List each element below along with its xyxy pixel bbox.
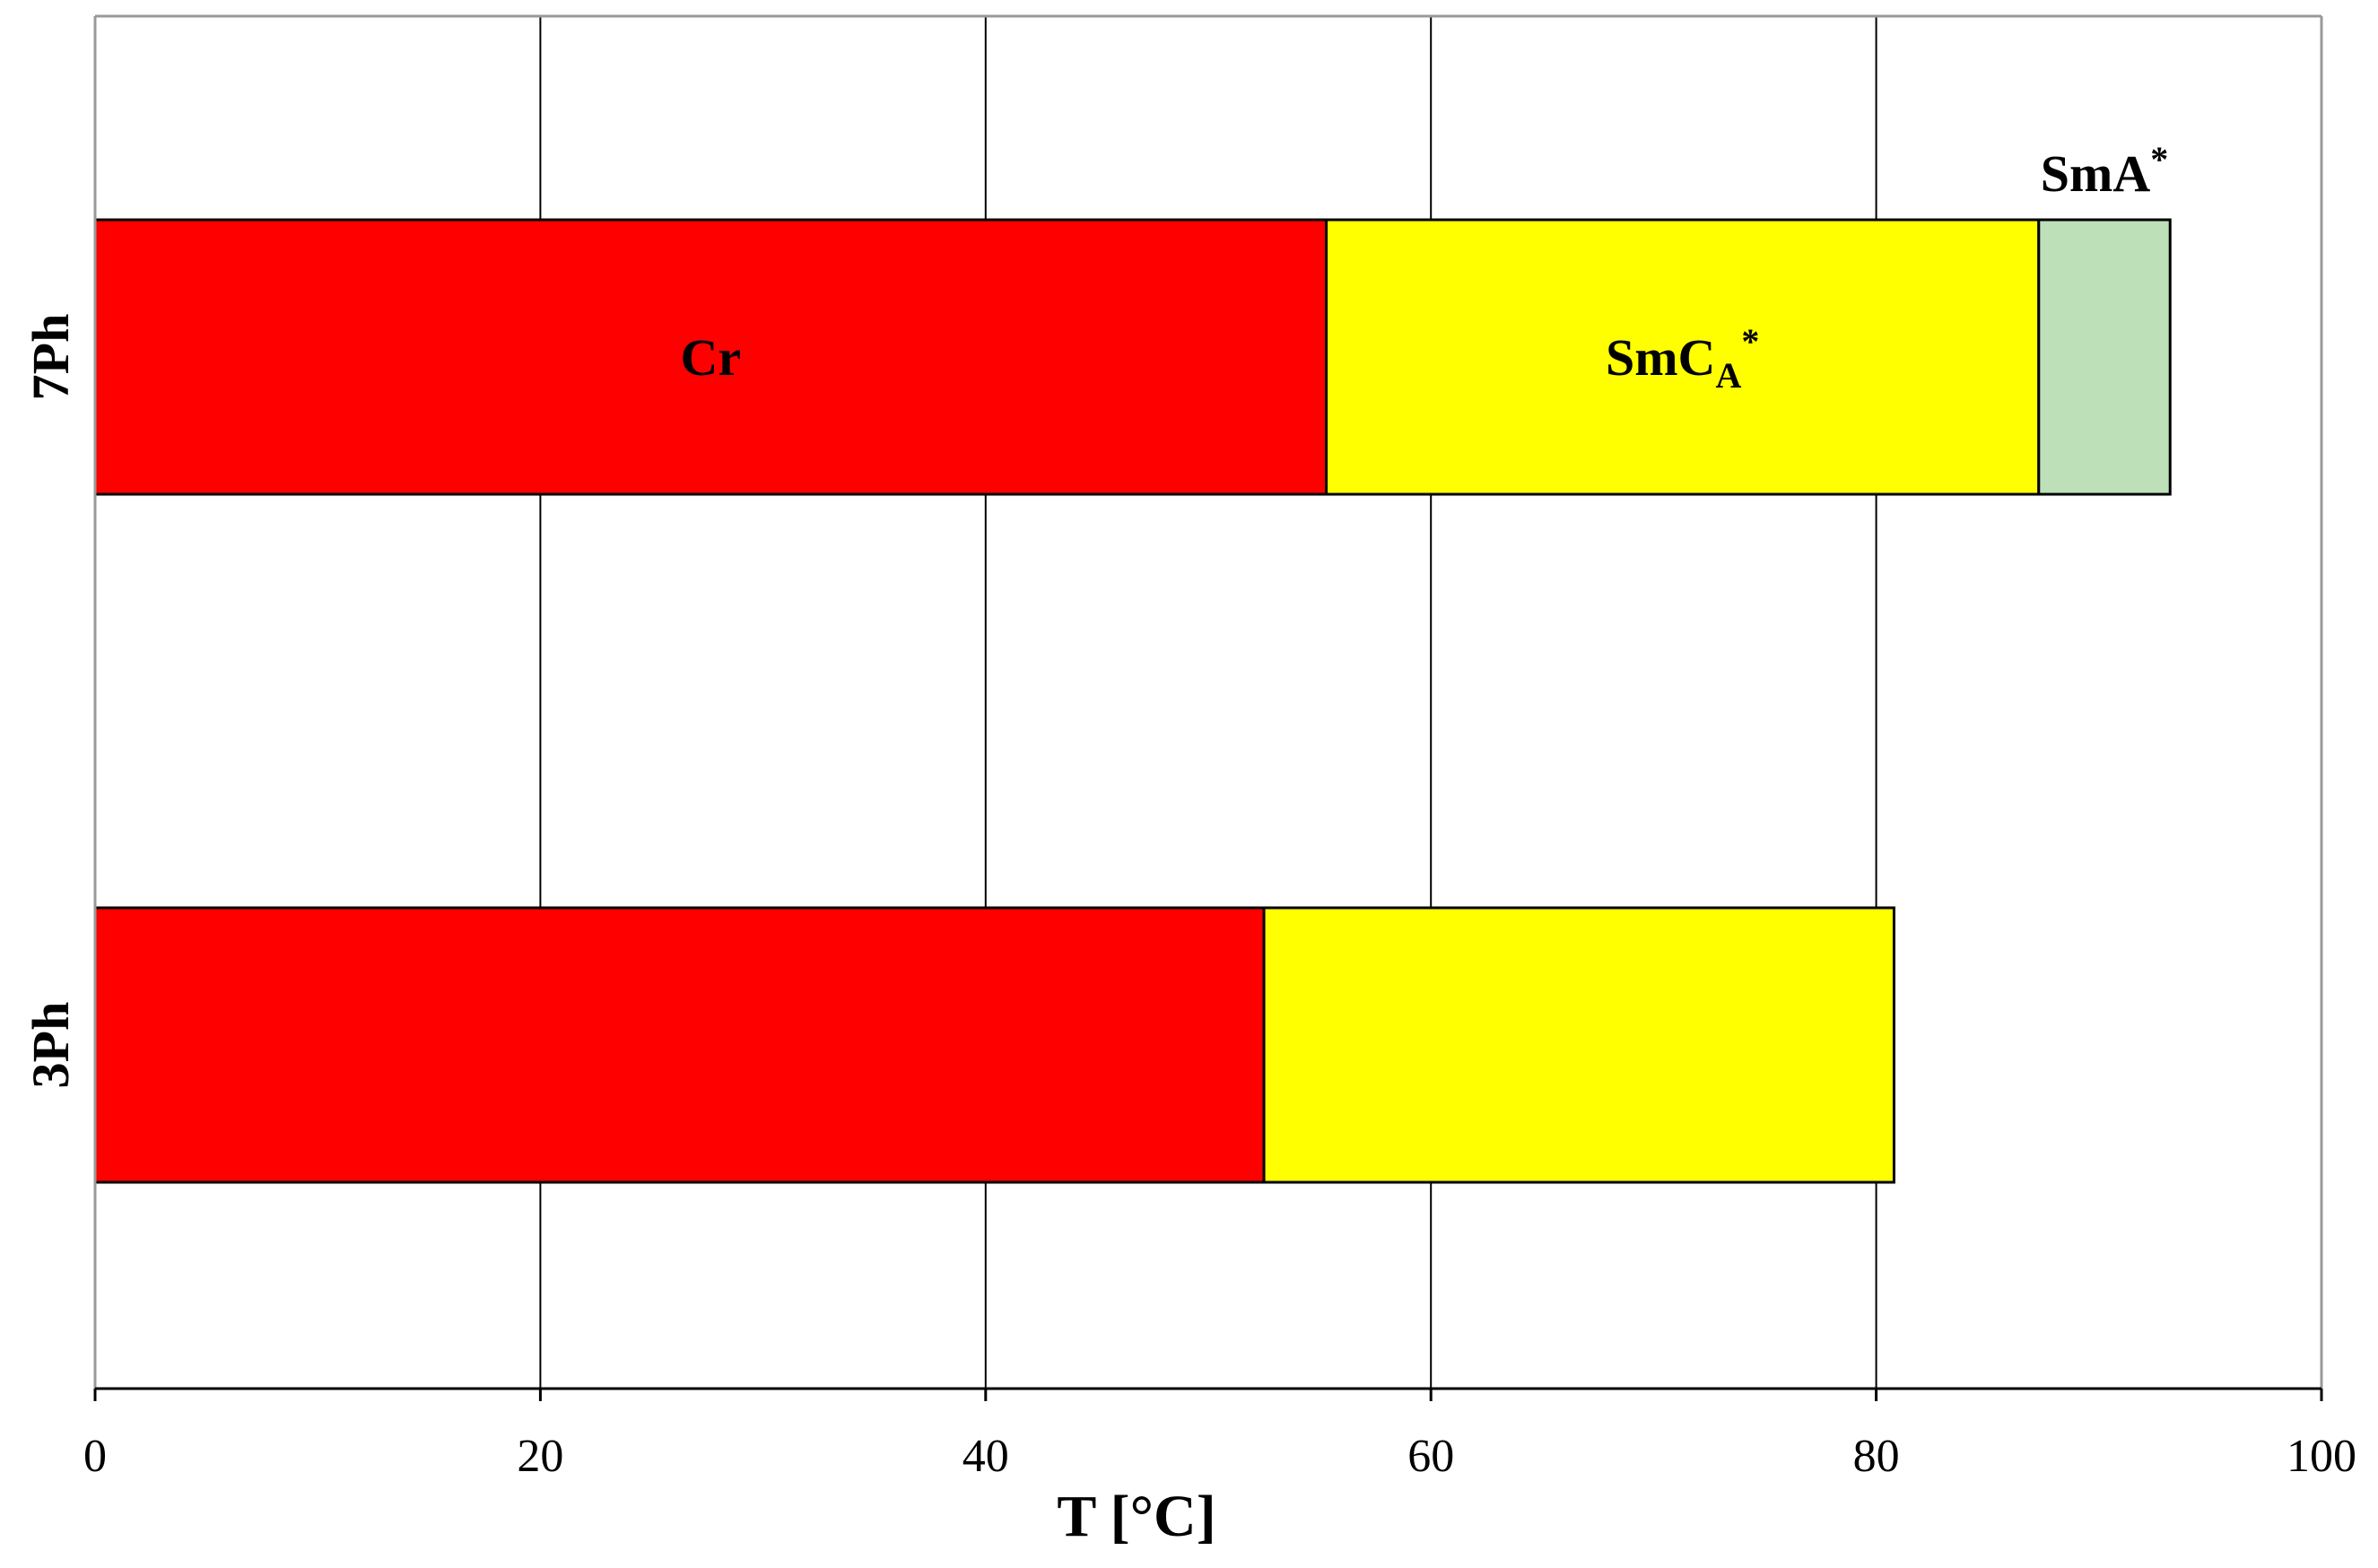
x-tick-label-20: 20 <box>517 1431 563 1482</box>
segment-label-cr: Cr <box>680 328 741 387</box>
x-tick-label-40: 40 <box>963 1431 1009 1482</box>
segment-labels: Cr SmCA* SmA* <box>680 139 2168 396</box>
plot-frame <box>93 14 2323 1390</box>
category-label-3ph: 3Ph <box>22 1002 80 1089</box>
bar-7ph-smca <box>1325 218 2041 496</box>
x-axis-ticks: 0 20 40 60 80 100 <box>83 1389 2356 1482</box>
x-tick-label-60: 60 <box>1407 1431 1454 1482</box>
segment-label-smca: SmCA* <box>1606 321 1759 396</box>
bars <box>93 218 2172 1184</box>
segment-label-sma: SmA* <box>2041 139 2168 203</box>
y-axis-categories: 7Ph 3Ph <box>22 314 80 1089</box>
category-label-7ph: 7Ph <box>22 314 80 401</box>
bar-7ph-sma <box>2037 218 2172 496</box>
x-axis-title: T [°C] <box>1057 1484 1215 1549</box>
x-tick-label-0: 0 <box>83 1431 107 1482</box>
x-tick-label-80: 80 <box>1853 1431 1900 1482</box>
bar-3ph-smca <box>1262 906 1895 1184</box>
x-tick-label-100: 100 <box>2287 1431 2356 1482</box>
bar-3ph-cr <box>93 906 1266 1184</box>
bar-7ph-cr <box>93 218 1328 496</box>
